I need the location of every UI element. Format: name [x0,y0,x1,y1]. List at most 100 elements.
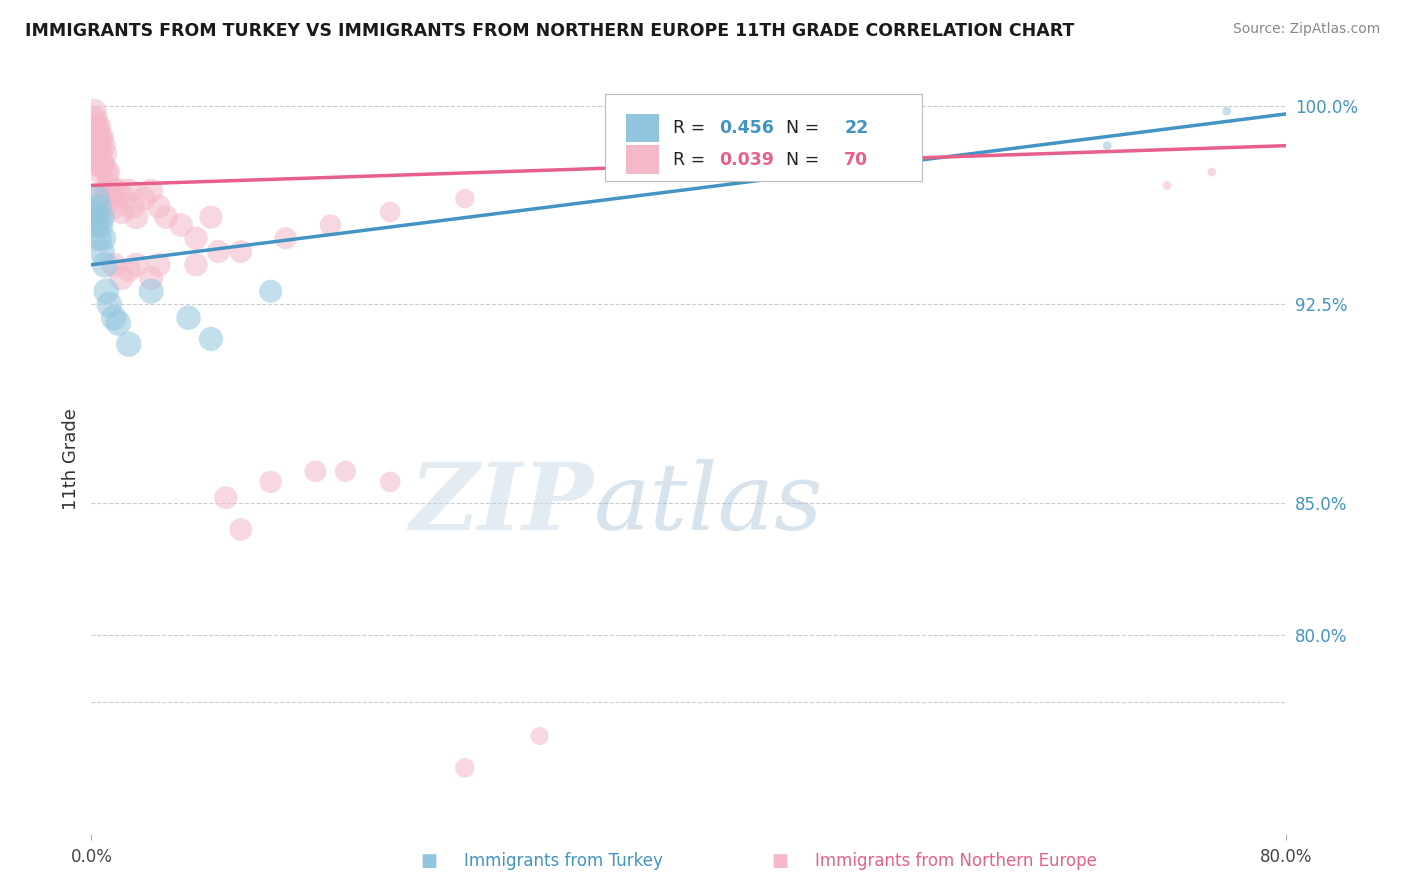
Point [1216,104,1239,119]
Point [83,130,105,145]
Text: 0.456: 0.456 [718,120,773,137]
Point [93,138,115,153]
Point [84,218,107,232]
Point [82,125,104,139]
Point [97,165,120,179]
Point [86,210,108,224]
Point [86,120,108,134]
Point [93,157,115,171]
Point [100,192,122,206]
Point [229,244,252,259]
Text: ZIP: ZIP [409,459,593,549]
Point [1097,138,1119,153]
Text: R =: R = [673,151,711,169]
Point [84,157,107,171]
Point [103,258,125,272]
Point [132,192,155,206]
Point [90,210,112,224]
Point [87,120,110,134]
Point [118,184,141,198]
Point [259,285,281,299]
Point [84,138,107,153]
Text: ■: ■ [772,852,789,870]
Point [103,184,125,198]
Point [82,138,104,153]
Point [274,231,297,245]
Text: Immigrants from Turkey: Immigrants from Turkey [464,852,662,870]
Point [98,178,121,193]
Point [118,337,141,351]
Point [83,192,105,206]
Point [184,231,207,245]
Point [98,297,121,311]
Point [96,165,118,179]
Point [89,146,111,161]
Text: 0.039: 0.039 [718,151,773,169]
Point [96,184,118,198]
Point [259,475,281,489]
Point [118,263,141,277]
Point [177,310,200,325]
Point [89,130,111,145]
Point [184,258,207,272]
Point [83,152,105,166]
Point [84,210,107,224]
Point [229,523,252,537]
Point [90,157,112,171]
Point [155,210,177,224]
Point [380,204,402,219]
Text: 22: 22 [844,120,869,137]
Point [86,130,108,145]
Text: IMMIGRANTS FROM TURKEY VS IMMIGRANTS FROM NORTHERN EUROPE 11TH GRADE CORRELATION: IMMIGRANTS FROM TURKEY VS IMMIGRANTS FRO… [25,22,1074,40]
Text: 70: 70 [844,151,869,169]
Point [93,231,115,245]
Point [454,761,477,775]
Point [335,464,357,478]
Text: N =: N = [775,120,825,137]
Point [87,231,110,245]
Point [141,271,163,285]
Y-axis label: 11th Grade: 11th Grade [62,409,80,510]
Point [87,138,110,153]
FancyBboxPatch shape [626,114,659,143]
Point [107,184,129,198]
Point [83,204,105,219]
Text: R =: R = [673,120,711,137]
Point [110,271,132,285]
Point [319,218,342,232]
Point [1201,165,1223,179]
Point [148,258,170,272]
Point [104,200,127,214]
Point [529,729,551,743]
Text: ■: ■ [420,852,437,870]
Point [200,210,222,224]
Point [86,192,108,206]
Point [125,258,148,272]
Point [89,165,111,179]
Text: Immigrants from Northern Europe: Immigrants from Northern Europe [815,852,1097,870]
Point [122,200,145,214]
Point [200,332,222,346]
Point [304,464,326,478]
Point [170,218,193,232]
Point [380,475,402,489]
Point [84,112,107,127]
Point [82,112,104,127]
Point [107,316,129,330]
Point [87,157,110,171]
Point [94,258,117,272]
Point [87,200,110,214]
Point [207,244,229,259]
Point [112,192,135,206]
Point [83,120,105,134]
Point [94,146,117,161]
FancyBboxPatch shape [605,95,922,181]
Point [110,204,132,219]
Point [148,200,170,214]
Point [90,130,112,145]
Point [141,285,163,299]
Text: N =: N = [775,151,825,169]
Point [215,491,238,505]
Point [1156,178,1178,193]
Text: Source: ZipAtlas.com: Source: ZipAtlas.com [1233,22,1381,37]
